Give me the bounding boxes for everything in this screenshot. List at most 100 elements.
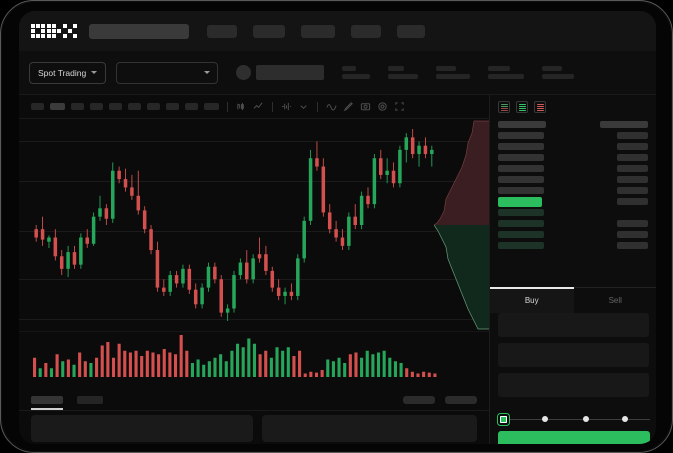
timeframe-1m[interactable] <box>31 103 44 110</box>
orderbook-view-asks-icon[interactable] <box>534 101 546 113</box>
submit-order-button[interactable] <box>498 431 650 444</box>
orderbook-bid-row[interactable] <box>498 207 648 218</box>
candlestick-chart-icon[interactable] <box>236 101 247 112</box>
candle <box>430 149 434 155</box>
volume-bar <box>314 372 319 377</box>
volume-bar <box>202 364 206 377</box>
volume-chart[interactable] <box>19 331 489 389</box>
candle <box>245 262 249 280</box>
timeframe-5m[interactable] <box>50 103 65 110</box>
order-total-field[interactable] <box>498 373 649 397</box>
volume-bar <box>371 354 375 377</box>
orderbook-column-headers-price <box>498 121 546 128</box>
orderbook-view-bids-icon[interactable] <box>516 101 528 113</box>
orderbook-bid-row-price <box>498 209 544 216</box>
slider-handle[interactable] <box>498 414 509 425</box>
orderbook-view-both-icon[interactable] <box>498 101 510 113</box>
nav-item-2[interactable] <box>253 24 285 38</box>
buy-sell-tabs: Buy Sell <box>490 287 656 313</box>
wave-chart-icon[interactable] <box>326 101 337 112</box>
timeframe-15m[interactable] <box>71 103 84 110</box>
orderbook-bid-row[interactable] <box>498 229 648 240</box>
chevron-down-icon[interactable] <box>298 101 309 112</box>
volume-bar <box>281 350 285 377</box>
okx-logo-glyph <box>31 24 45 38</box>
indicators-icon[interactable] <box>281 101 292 112</box>
line-chart-icon[interactable] <box>253 101 264 112</box>
search-input[interactable] <box>89 23 189 39</box>
timeframe-1d[interactable] <box>147 103 160 110</box>
volume-bar <box>134 350 138 377</box>
bottom-action-1[interactable] <box>403 395 435 404</box>
orderbook-bid-row-price <box>498 220 544 227</box>
nav-item-3[interactable] <box>301 24 335 38</box>
orderbook-ask-row[interactable] <box>498 174 648 185</box>
orderbook-ask-row[interactable] <box>498 152 648 163</box>
nav-item-5[interactable] <box>397 24 425 38</box>
price-chart[interactable] <box>19 119 489 331</box>
orderbook-bid-row-price <box>498 242 544 249</box>
volume-bar <box>348 354 352 377</box>
volume-bar <box>55 354 59 377</box>
candle <box>225 308 230 313</box>
bottom-action-2[interactable] <box>445 395 477 404</box>
volume-bar <box>258 354 262 377</box>
tab-buy[interactable]: Buy <box>490 287 574 313</box>
bottom-cards <box>19 415 489 444</box>
timeframe-more[interactable] <box>204 103 219 110</box>
candle <box>302 220 306 259</box>
nav-item-1[interactable] <box>207 24 237 38</box>
orderbook-view-toggles <box>490 95 656 117</box>
timeframe-1w[interactable] <box>166 103 179 110</box>
slider-stop-25[interactable] <box>542 416 548 422</box>
slider-stop-75[interactable] <box>622 416 628 422</box>
camera-icon[interactable] <box>360 101 371 112</box>
orderbook-ask-row[interactable] <box>498 185 648 196</box>
tab-order-history[interactable] <box>77 395 103 404</box>
orderbook-spread-row[interactable] <box>498 196 648 207</box>
orderbook-bid-row[interactable] <box>498 240 648 251</box>
candle <box>155 250 160 288</box>
candle <box>213 266 217 280</box>
orderbook-ask-row[interactable] <box>498 141 648 152</box>
orderbook-column-headers[interactable] <box>498 119 648 130</box>
volume-bar <box>140 356 144 377</box>
timeframe-1mo[interactable] <box>185 103 198 110</box>
order-price-field[interactable] <box>498 313 649 337</box>
volume-bar <box>49 368 54 377</box>
stat-volume-24h <box>542 66 575 79</box>
okx-logo-glyph-2 <box>47 24 61 38</box>
orderbook-ask-row-size <box>617 176 648 183</box>
volume-bar <box>95 357 99 377</box>
drawing-tools-icon[interactable] <box>343 101 354 112</box>
orderbook[interactable] <box>490 117 656 251</box>
stat-change-24h-label <box>388 66 405 71</box>
market-type-select[interactable]: Spot Trading <box>29 61 107 84</box>
volume-bar <box>292 356 296 377</box>
timeframe-4h[interactable] <box>128 103 141 110</box>
timeframe-1h[interactable] <box>109 103 122 110</box>
fullscreen-icon[interactable] <box>394 101 405 112</box>
nav-item-4[interactable] <box>351 24 381 38</box>
timeframe-30m[interactable] <box>90 103 103 110</box>
bottom-card-left[interactable] <box>31 415 253 442</box>
candle <box>296 258 300 296</box>
order-amount-field[interactable] <box>498 343 649 367</box>
tab-sell[interactable]: Sell <box>573 288 656 313</box>
slider-stop-50[interactable] <box>583 416 589 422</box>
orderbook-ask-row[interactable] <box>498 163 648 174</box>
market-type-label: Spot Trading <box>38 67 87 78</box>
settings-gear-icon[interactable] <box>377 101 388 112</box>
bottom-card-right[interactable] <box>262 415 477 442</box>
order-percent-slider[interactable] <box>498 413 650 425</box>
orderbook-bid-row[interactable] <box>498 218 648 229</box>
volume-bar <box>38 368 42 377</box>
okx-logo[interactable] <box>31 24 77 38</box>
pair-select[interactable] <box>116 61 219 84</box>
candle <box>417 145 421 155</box>
volume-bar <box>309 371 313 377</box>
tab-open-orders[interactable] <box>31 395 63 410</box>
candle <box>308 158 313 221</box>
stat-last-price-value <box>342 74 371 79</box>
orderbook-ask-row[interactable] <box>498 130 648 141</box>
